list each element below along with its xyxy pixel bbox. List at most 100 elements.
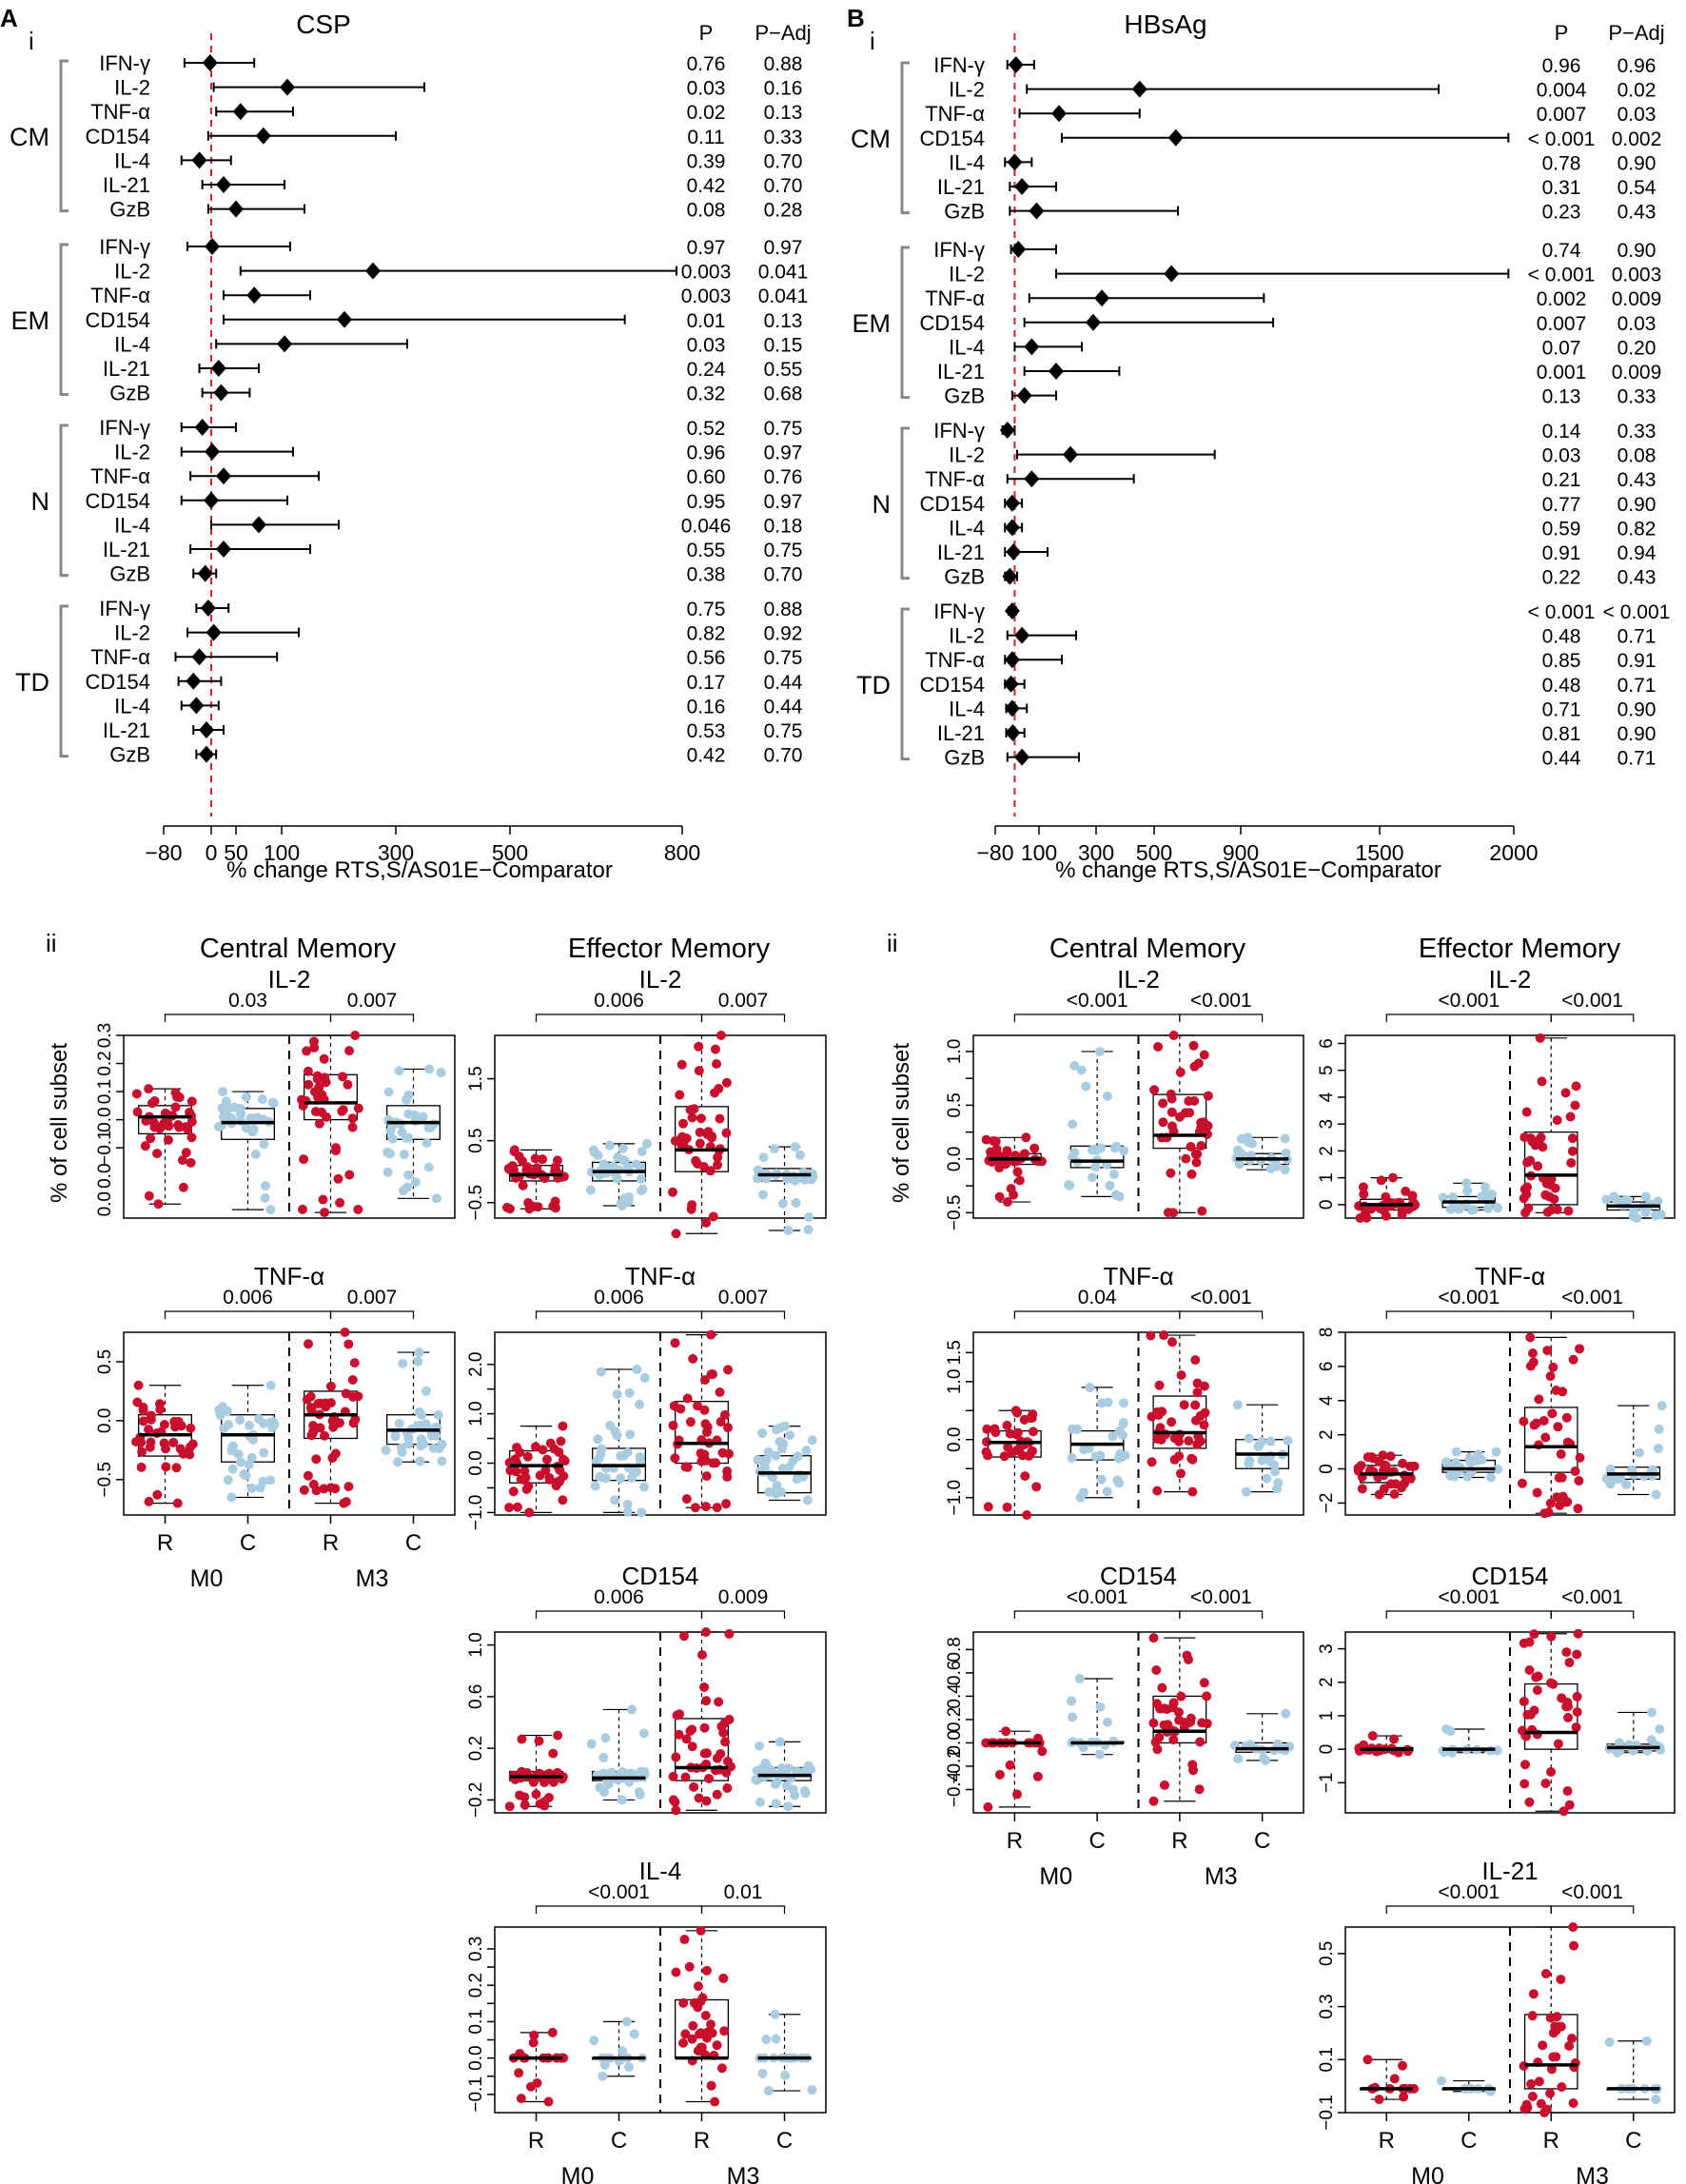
panelB-row-label: IL-2 — [949, 443, 985, 467]
panelB-estimate-point — [1006, 543, 1022, 561]
data-point-rts — [1545, 1498, 1556, 1508]
data-point-comparator — [1102, 1091, 1112, 1101]
data-point-comparator — [402, 1182, 413, 1192]
data-point-rts — [1005, 1760, 1015, 1770]
data-point-rts — [1567, 1133, 1578, 1144]
y-tick-label: 0.1 — [1317, 2047, 1337, 2072]
data-point-rts — [1566, 1157, 1577, 1168]
data-point-rts — [556, 1436, 566, 1446]
data-point-rts — [1531, 1418, 1541, 1428]
timepoint-label: M3 — [1576, 2163, 1609, 2184]
data-point-rts — [319, 1484, 329, 1494]
y-tick-label: 0.0 — [466, 2045, 486, 2070]
panelA-row-label: GzB — [109, 198, 150, 222]
significance-bracket — [1550, 1905, 1635, 1914]
data-point-rts — [708, 1211, 718, 1222]
data-point-comparator — [1079, 1445, 1089, 1455]
data-point-comparator — [1653, 1444, 1663, 1454]
data-point-rts — [699, 1748, 710, 1759]
data-point-comparator — [213, 1121, 224, 1131]
y-tick-label: 4 — [1317, 1092, 1337, 1102]
panelB-estimate-point — [1049, 363, 1064, 380]
x-category-label: C — [1625, 2128, 1641, 2154]
data-point-comparator — [757, 2068, 768, 2078]
data-point-rts — [680, 1772, 691, 1782]
data-point-rts — [171, 1463, 182, 1473]
data-point-comparator — [755, 1797, 766, 1807]
data-point-comparator — [381, 1446, 391, 1456]
data-point-comparator — [1491, 1446, 1501, 1457]
data-point-rts — [694, 1041, 704, 1052]
data-point-rts — [186, 1423, 196, 1433]
data-point-rts — [981, 1134, 991, 1145]
data-point-rts — [714, 1084, 724, 1094]
data-point-comparator — [1108, 1431, 1118, 1442]
panelA-row-label: TNF-α — [90, 100, 150, 124]
data-point-comparator — [637, 1186, 647, 1196]
data-point-rts — [723, 1365, 734, 1375]
data-point-comparator — [751, 1774, 761, 1784]
data-point-rts — [161, 1444, 171, 1454]
data-point-rts — [1529, 1705, 1539, 1716]
data-point-rts — [1003, 1442, 1013, 1452]
panelA-row-label: IFN-γ — [99, 235, 150, 259]
data-point-rts — [1572, 1649, 1582, 1660]
data-point-rts — [719, 1409, 730, 1420]
data-point-rts — [706, 2080, 716, 2091]
boxplot-panel: IL-2 −0.5 0.0 0.5 1.0 <0.001 <0.001 — [945, 965, 1304, 1230]
panelA-row-label: IFN-γ — [99, 416, 150, 440]
data-point-comparator — [600, 1733, 611, 1743]
data-point-rts — [1520, 1760, 1531, 1770]
data-point-rts — [539, 1800, 550, 1811]
p-value-label: <0.001 — [1438, 990, 1500, 1012]
data-point-rts — [1159, 1780, 1169, 1790]
p-value-label: 0.007 — [347, 1287, 398, 1308]
panelB-group-label: TD — [856, 671, 891, 699]
panelA-p-value: 0.56 — [687, 647, 726, 669]
panelB-row-label: CD154 — [920, 492, 985, 516]
data-point-rts — [298, 1204, 308, 1214]
data-point-rts — [133, 1380, 144, 1390]
data-point-rts — [681, 1494, 692, 1505]
data-point-comparator — [627, 1472, 637, 1483]
data-point-rts — [691, 1155, 701, 1166]
data-point-rts — [1203, 1091, 1213, 1101]
data-point-comparator — [217, 1103, 227, 1113]
data-point-comparator — [622, 1506, 633, 1517]
panelB-row-label: IFN-γ — [933, 419, 985, 443]
timepoint-label: M0 — [1411, 2163, 1444, 2184]
data-point-rts — [1566, 2034, 1577, 2044]
data-point-rts — [1568, 1354, 1578, 1365]
data-point-rts — [687, 2034, 697, 2044]
data-point-rts — [696, 1925, 706, 1936]
data-point-rts — [1540, 1778, 1551, 1788]
significance-bracket — [1385, 1905, 1552, 1914]
panelB-padj-value: 0.82 — [1617, 518, 1657, 540]
data-point-rts — [696, 1448, 706, 1459]
data-point-rts — [168, 1437, 179, 1447]
y-tick-label: 3 — [1317, 1643, 1337, 1654]
y-tick-label: −0.4 — [945, 1771, 965, 1807]
data-point-rts — [1389, 2074, 1400, 2084]
data-point-rts — [719, 2026, 730, 2036]
x-category-label: R — [157, 1530, 173, 1556]
data-point-rts — [312, 1071, 323, 1081]
y-tick-label: 0.5 — [945, 1092, 965, 1117]
data-point-comparator — [627, 1704, 637, 1715]
data-point-rts — [137, 1446, 147, 1457]
data-point-comparator — [761, 2034, 772, 2044]
data-point-rts — [514, 2068, 524, 2078]
data-point-rts — [699, 1682, 710, 1692]
panelA-row-label: IL-21 — [103, 538, 150, 561]
panelA-p-value: 0.97 — [687, 237, 726, 259]
data-point-comparator — [1621, 1479, 1632, 1489]
forest-a-p-header: P — [699, 21, 714, 45]
data-point-rts — [1563, 1206, 1574, 1216]
data-point-rts — [520, 1800, 530, 1810]
y-tick-label: 0.0 — [945, 1147, 965, 1171]
data-point-rts — [156, 1121, 167, 1131]
panelA-p-value: 0.08 — [687, 200, 726, 222]
panelA-padj-value: 0.28 — [764, 200, 803, 222]
data-point-rts — [671, 1752, 681, 1762]
data-point-comparator — [596, 1367, 606, 1377]
